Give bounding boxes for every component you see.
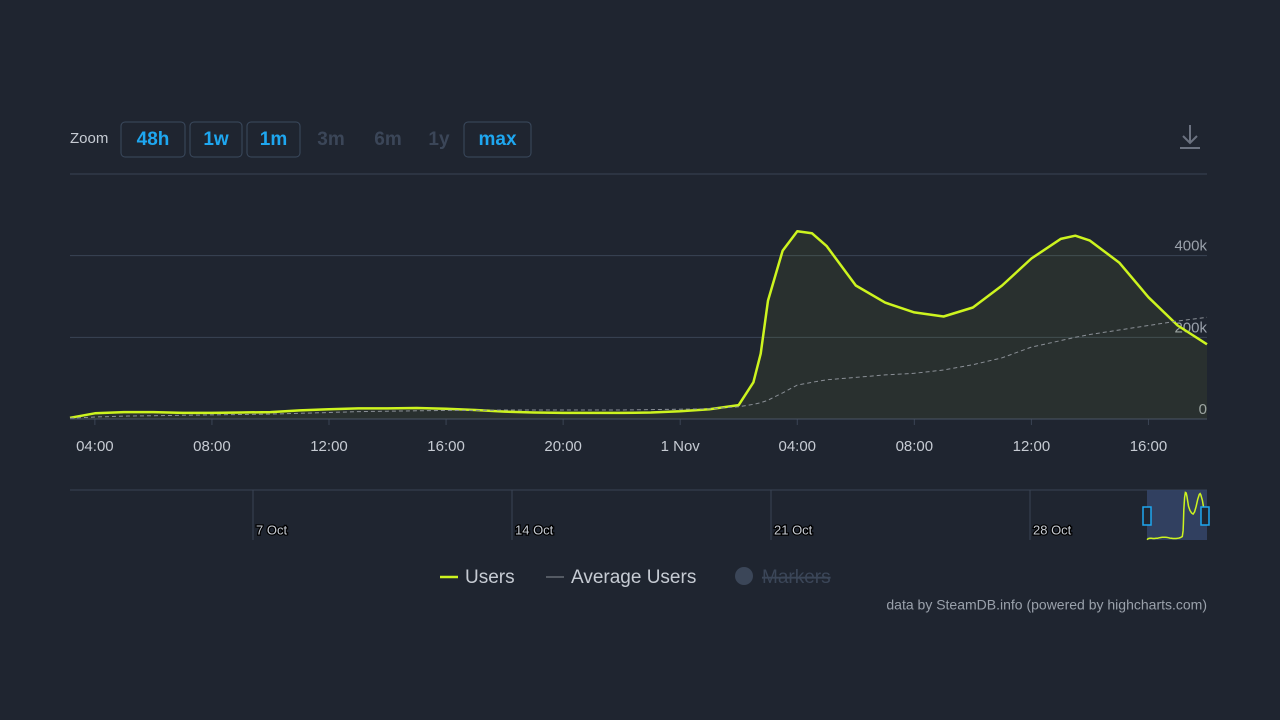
credits: data by SteamDB.info (powered by highcha… xyxy=(886,597,1207,613)
zoom-button: 3m xyxy=(317,129,344,150)
zoom-button-frame xyxy=(463,121,532,158)
zoom-button-label: 1m xyxy=(260,129,287,150)
legend-label: Markers xyxy=(762,567,831,588)
navigator-label: 7 Oct xyxy=(256,522,287,537)
zoom-button: 6m xyxy=(374,129,401,150)
navigator-line xyxy=(1146,491,1208,541)
legend-label: Users xyxy=(465,567,515,588)
zoom-button[interactable]: max xyxy=(463,121,532,158)
legend-symbol xyxy=(735,567,753,585)
zoom-button[interactable]: 1m xyxy=(246,121,301,158)
x-tick-label: 08:00 xyxy=(193,438,231,455)
y-tick-label: 0 xyxy=(1199,401,1207,418)
x-tick-label: 12:00 xyxy=(1013,438,1051,455)
zoom-label: Zoom xyxy=(70,130,108,147)
download-icon[interactable] xyxy=(1180,125,1200,149)
navigator-label: 21 Oct xyxy=(774,522,813,537)
navigator-handle[interactable] xyxy=(1200,506,1210,526)
zoom-button-label: 1y xyxy=(428,129,450,150)
zoom-button-label: 6m xyxy=(374,129,401,150)
navigator-label: 14 Oct xyxy=(515,522,554,537)
x-tick-label: 04:00 xyxy=(778,438,816,455)
navigator-label: 28 Oct xyxy=(1033,522,1072,537)
x-tick-label: 16:00 xyxy=(427,438,465,455)
zoom-button-frame xyxy=(246,121,301,158)
y-tick-label: 400k xyxy=(1174,238,1207,255)
zoom-button-label: 1w xyxy=(203,129,229,150)
x-tick-label: 20:00 xyxy=(544,438,582,455)
zoom-button-frame xyxy=(120,121,186,158)
navigator xyxy=(70,490,1207,540)
zoom-button: 1y xyxy=(428,129,450,150)
navigator-selection xyxy=(1147,490,1207,540)
x-tick-label: 08:00 xyxy=(896,438,934,455)
navigator-handle[interactable] xyxy=(1142,506,1152,526)
zoom-button[interactable]: 48h xyxy=(120,121,186,158)
zoom-button-frame xyxy=(189,121,243,158)
legend-item[interactable]: Users xyxy=(440,567,515,588)
legend-label: Average Users xyxy=(571,567,696,588)
y-tick-label: 200k xyxy=(1174,319,1207,336)
area xyxy=(70,231,1207,419)
zoom-button-label: 48h xyxy=(137,129,170,150)
legend-item[interactable]: Markers xyxy=(735,567,831,588)
x-tick-label: 16:00 xyxy=(1130,438,1168,455)
zoom-button-label: max xyxy=(478,129,516,150)
series-line xyxy=(69,316,1208,419)
x-tick-label: 04:00 xyxy=(76,438,114,455)
x-tick-label: 12:00 xyxy=(310,438,348,455)
zoom-button-label: 3m xyxy=(317,129,344,150)
x-tick-label: 1 Nov xyxy=(661,438,701,455)
zoom-button[interactable]: 1w xyxy=(189,121,243,158)
legend-item[interactable]: Average Users xyxy=(546,567,696,588)
